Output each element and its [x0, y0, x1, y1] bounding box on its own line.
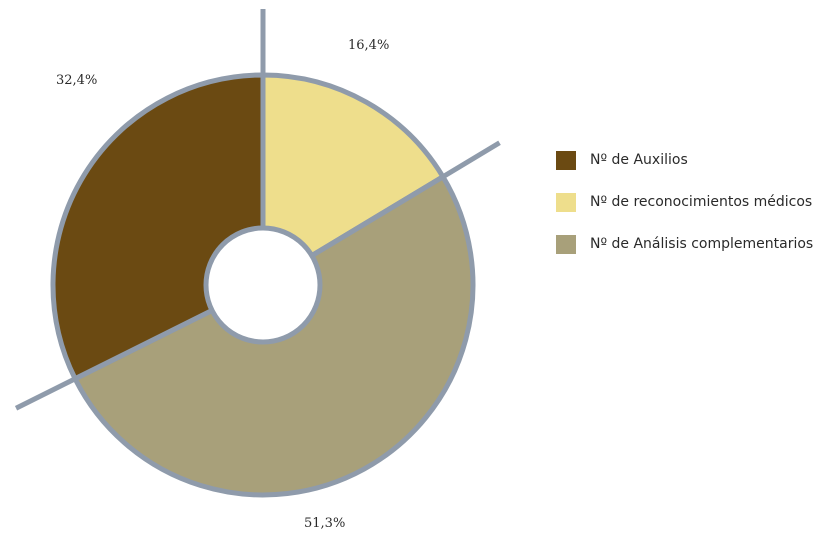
slice-label-reconocimientos: 16,4% — [348, 38, 389, 53]
slice-label-analisis: 51,3% — [304, 516, 345, 531]
legend-label-auxilios: Nº de Auxilios — [590, 152, 688, 168]
legend-item-analisis: Nº de Análisis complementarios — [556, 234, 813, 254]
legend-swatch-analisis — [556, 234, 576, 254]
donut-hole — [203, 225, 323, 345]
divider-line-2 — [14, 308, 214, 411]
chart-labels: 32,4% 16,4% 51,3% — [56, 38, 389, 531]
legend-label-analisis: Nº de Análisis complementarios — [590, 236, 814, 252]
divider-line-1 — [310, 140, 501, 258]
chart-dividers — [14, 9, 501, 411]
legend-label-reconocimientos: Nº de reconocimientos médicos — [590, 194, 813, 210]
chart-legend: Nº de Auxilios Nº de reconocimientos méd… — [556, 150, 813, 276]
legend-swatch-reconocimientos — [556, 192, 576, 212]
legend-swatch-auxilios — [556, 150, 576, 170]
legend-item-auxilios: Nº de Auxilios — [556, 150, 813, 170]
legend-item-reconocimientos: Nº de reconocimientos médicos — [556, 192, 813, 212]
slice-reconocimientos — [260, 72, 446, 288]
slice-label-auxilios: 32,4% — [56, 73, 97, 88]
